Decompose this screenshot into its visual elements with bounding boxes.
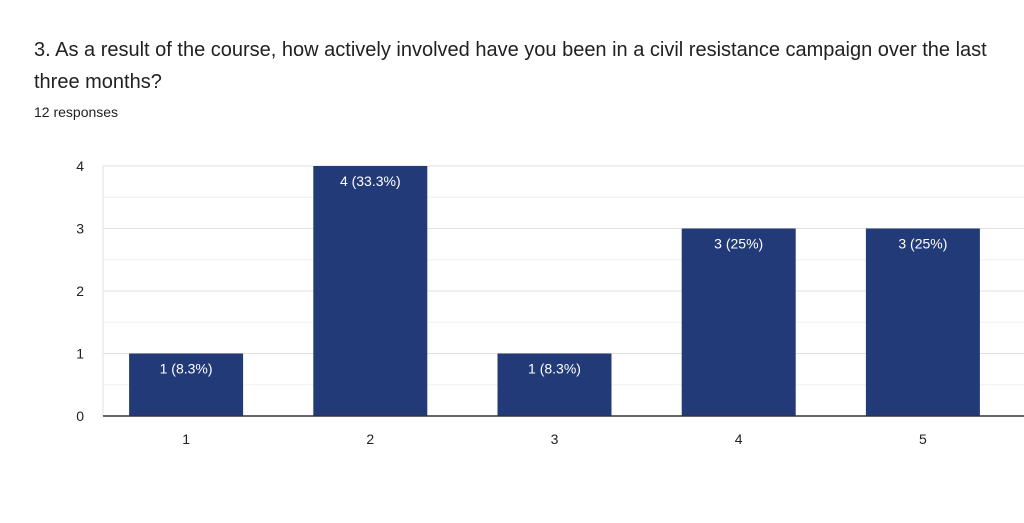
x-tick-label: 4	[735, 431, 743, 447]
y-tick-label: 1	[76, 346, 84, 362]
bar-data-label: 3 (25%)	[898, 236, 947, 252]
x-axis-ticks: 1 2 3 4 5	[182, 431, 927, 447]
y-tick-label: 3	[76, 221, 84, 237]
bar-data-label: 1 (8.3%)	[160, 361, 213, 377]
x-tick-label: 5	[919, 431, 927, 447]
bar	[865, 228, 980, 416]
y-tick-label: 0	[76, 408, 84, 424]
bar-chart-svg: 0 1 2 3 4 1 (8.3%) 4 (33.3%) 1 (8.3%) 3 (25%) 3 …	[76, 158, 1024, 447]
x-tick-label: 3	[551, 431, 559, 447]
y-tick-label: 2	[76, 283, 84, 299]
bar-data-label: 4 (33.3%)	[340, 173, 401, 189]
response-count: 12 responses	[34, 104, 119, 120]
bar-data-label: 3 (25%)	[714, 236, 763, 252]
bar-data-label: 1 (8.3%)	[528, 361, 581, 377]
y-tick-label: 4	[76, 158, 84, 174]
bars	[129, 166, 980, 416]
bar	[129, 353, 244, 416]
data-labels: 1 (8.3%) 4 (33.3%) 1 (8.3%) 3 (25%) 3 (25%)	[160, 173, 948, 377]
x-tick-label: 2	[366, 431, 374, 447]
question-title: 3. As a result of the course, how active…	[34, 39, 987, 93]
x-tick-label: 1	[182, 431, 190, 447]
bar	[497, 353, 612, 416]
bar	[681, 228, 796, 416]
y-axis-ticks: 0 1 2 3 4	[76, 158, 84, 424]
bar	[313, 166, 428, 416]
bar-chart: 0 1 2 3 4 1 (8.3%) 4 (33.3%) 1 (8.3%) 3 (25%) 3 …	[0, 140, 1024, 470]
